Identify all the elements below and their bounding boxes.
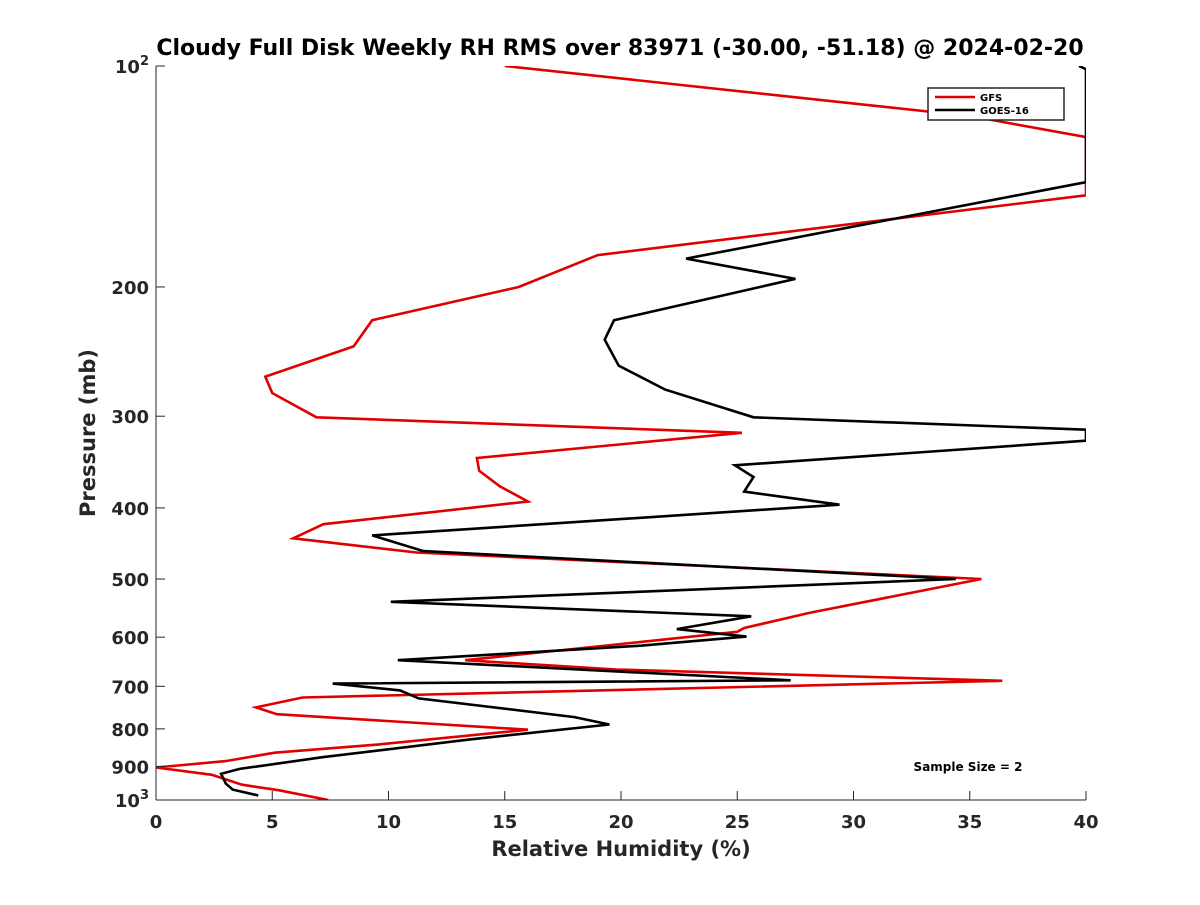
x-tick-label: 25 [725, 812, 750, 833]
y-tick-label: 300 [111, 407, 149, 428]
x-tick-label: 30 [841, 812, 866, 833]
y-tick-label: 200 [111, 278, 149, 299]
legend: GFS GOES-16 [927, 87, 1065, 121]
y-tick-label: 700 [111, 677, 149, 698]
y-tick-label: 102 [115, 54, 149, 78]
y-tick-label: 400 [111, 499, 149, 520]
legend-label-gfs: GFS [980, 93, 1002, 104]
y-tick-label: 900 [111, 757, 149, 778]
x-tick-label: 10 [376, 812, 401, 833]
x-axis-label: Relative Humidity (%) [491, 837, 750, 861]
y-tick-label: 103 [115, 788, 149, 812]
series-layer [156, 66, 1086, 800]
y-ticks: 102 200 300 400 500 600 700 800 900 103 [111, 54, 165, 812]
x-tick-label: 15 [492, 812, 517, 833]
y-tick-label: 800 [111, 720, 149, 741]
x-tick-label: 5 [266, 812, 279, 833]
series-line-goes-16 [219, 66, 1086, 797]
legend-label-goes16: GOES-16 [980, 106, 1029, 117]
chart-title: Cloudy Full Disk Weekly RH RMS over 8397… [156, 36, 1083, 61]
sample-size-annotation: Sample Size = 2 [914, 760, 1023, 774]
series-line-gfs [156, 66, 1086, 800]
y-tick-label: 500 [111, 570, 149, 591]
x-ticks: 0 5 10 15 20 25 30 35 40 [150, 791, 1099, 833]
x-tick-label: 20 [608, 812, 633, 833]
y-axis-label: Pressure (mb) [76, 349, 100, 517]
y-tick-label: 600 [111, 628, 149, 649]
x-tick-label: 35 [957, 812, 982, 833]
legend-box [927, 87, 1065, 121]
x-tick-label: 0 [150, 812, 163, 833]
x-tick-label: 40 [1073, 812, 1098, 833]
